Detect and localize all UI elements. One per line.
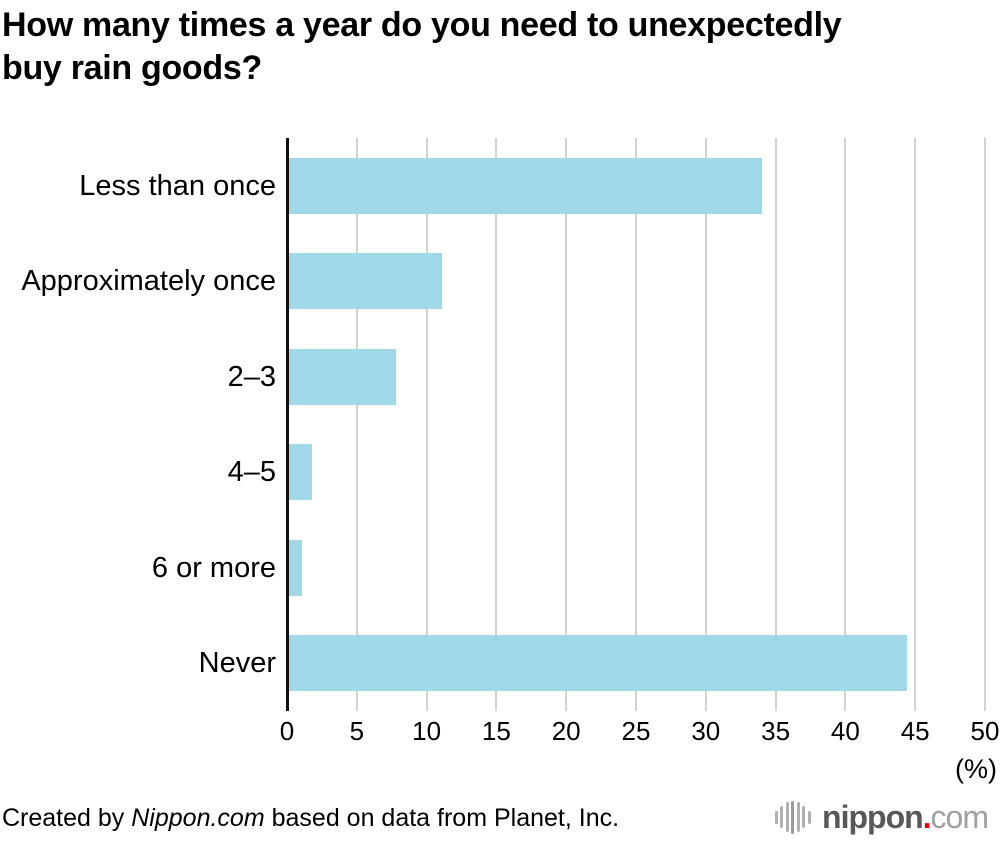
category-label: Approximately once bbox=[21, 265, 276, 298]
category-label: 2–3 bbox=[227, 360, 276, 393]
soundwave-bar bbox=[796, 802, 800, 832]
x-tick-label-0: 0 bbox=[279, 716, 295, 746]
soundwave-bar bbox=[791, 800, 795, 834]
logo-brand-text: nippon bbox=[822, 798, 924, 835]
bar-6-or-more bbox=[287, 539, 303, 596]
soundwave-bar bbox=[807, 810, 811, 824]
x-tick-label-10: 10 bbox=[412, 716, 442, 746]
logo-dot: . bbox=[922, 798, 932, 835]
gridline-x-15 bbox=[495, 138, 498, 711]
credit-text: Created by Nippon.com based on data from… bbox=[2, 803, 619, 833]
gridline-x-5 bbox=[355, 138, 358, 711]
x-tick-label-45: 45 bbox=[900, 716, 930, 746]
x-tick-label-40: 40 bbox=[830, 716, 860, 746]
gridline-x-50 bbox=[984, 138, 986, 711]
bar-2-3 bbox=[287, 348, 396, 405]
nippon-com-logo: nippon.com bbox=[774, 794, 989, 840]
soundwave-bar bbox=[774, 810, 778, 824]
x-axis-unit-label: (%) bbox=[955, 754, 997, 784]
logo-tld-text: com bbox=[930, 798, 989, 835]
chart-title-line-2: buy rain goods? bbox=[2, 49, 262, 87]
credit-source: Nippon.com bbox=[131, 804, 265, 832]
bar-less-than-once bbox=[287, 157, 762, 214]
bar-4-5 bbox=[287, 444, 313, 501]
category-label: Never bbox=[198, 647, 276, 680]
category-label: 4–5 bbox=[227, 456, 276, 489]
x-tick-label-35: 35 bbox=[761, 716, 791, 746]
x-tick-label-25: 25 bbox=[621, 716, 651, 746]
x-tick-label-5: 5 bbox=[349, 716, 365, 746]
gridline-x-35 bbox=[774, 138, 777, 711]
bar-never bbox=[287, 635, 907, 692]
gridline-x-10 bbox=[425, 138, 428, 711]
gridline-x-30 bbox=[704, 138, 707, 711]
category-label: Less than once bbox=[79, 169, 276, 202]
gridline-x-20 bbox=[565, 138, 568, 711]
soundwave-icon bbox=[774, 797, 814, 837]
gridline-x-40 bbox=[844, 138, 847, 711]
x-tick-label-50: 50 bbox=[970, 716, 1000, 746]
bar-approximately-once bbox=[287, 253, 442, 310]
y-axis-line bbox=[286, 138, 289, 711]
soundwave-bar bbox=[802, 806, 806, 828]
x-axis-tick-labels: 0 5 10 15 20 25 30 35 40 45 50 bbox=[280, 716, 1000, 749]
chart-title-line-1: How many times a year do you need to une… bbox=[2, 6, 842, 44]
gridline-x-25 bbox=[635, 138, 637, 711]
category-label: 6 or more bbox=[151, 551, 276, 584]
chart-title: How many times a year do you need to une… bbox=[2, 4, 1000, 90]
plot-area bbox=[286, 138, 986, 711]
gridline-x-45 bbox=[914, 138, 917, 711]
credit-prefix: Created by bbox=[2, 804, 132, 832]
x-tick-label-20: 20 bbox=[551, 716, 581, 746]
credit-suffix: based on data from Planet, Inc. bbox=[264, 804, 620, 832]
x-tick-label-30: 30 bbox=[691, 716, 721, 746]
soundwave-bar bbox=[780, 806, 784, 828]
logo-wordmark: nippon.com bbox=[822, 798, 989, 836]
soundwave-bar bbox=[785, 802, 789, 832]
y-axis-category-labels: Less than once Approximately once 2–3 4–5 6 … bbox=[0, 138, 276, 711]
x-tick-label-15: 15 bbox=[481, 716, 511, 746]
